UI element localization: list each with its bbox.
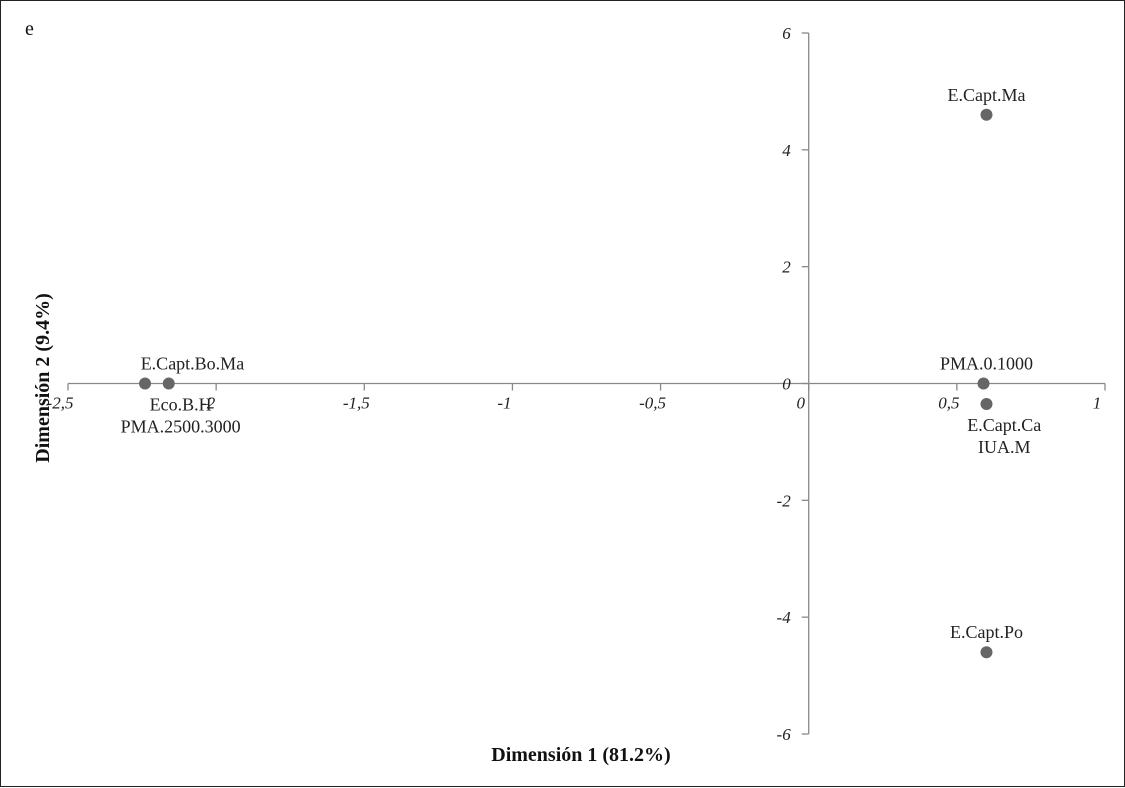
point-label: PMA.0.1000	[940, 354, 1033, 374]
y-tick-label: -6	[777, 725, 792, 744]
y-tick-label: -2	[777, 491, 792, 510]
y-tick-label: 2	[782, 258, 791, 277]
axes: -2,5 -2 -1,5 -1 -0,5 0 0,5 1 6 4 2 0 -2 -4 -6	[47, 24, 1106, 744]
x-tick-label: -2	[201, 394, 216, 413]
data-point	[980, 108, 993, 121]
x-tick-label: -2,5	[47, 394, 74, 413]
x-axis-title: Dimensión 1 (81.2%)	[491, 744, 670, 766]
point-label: E.Capt.Ma	[947, 85, 1025, 105]
y-tick-label: 4	[782, 141, 791, 160]
point-label: Eco.B.H	[150, 395, 212, 415]
y-tick-label: -4	[777, 608, 792, 627]
data-points	[139, 108, 993, 659]
data-point	[139, 377, 152, 390]
point-label: E.Capt.Bo.Ma	[141, 354, 245, 374]
point-label: E.Capt.Po	[950, 622, 1023, 642]
x-tick-label: 0,5	[938, 394, 959, 413]
point-label: PMA.2500.3000	[121, 417, 241, 437]
x-tick-label: 0	[796, 394, 805, 413]
x-tick-label: -1,5	[343, 394, 370, 413]
point-label: E.Capt.Ca	[967, 415, 1041, 435]
x-tick-label: -0,5	[639, 394, 666, 413]
point-label: IUA.M	[978, 437, 1031, 457]
data-point	[162, 377, 175, 390]
y-tick-label: 0	[782, 375, 791, 394]
data-point	[980, 646, 993, 659]
y-axis-title: Dimensión 2 (9.4%)	[32, 293, 54, 462]
data-point	[977, 377, 990, 390]
x-tick-label: 1	[1093, 394, 1102, 413]
y-tick-label: 6	[782, 24, 791, 43]
data-point	[980, 397, 993, 410]
panel-label: e	[25, 18, 34, 40]
x-tick-label: -1	[497, 394, 511, 413]
